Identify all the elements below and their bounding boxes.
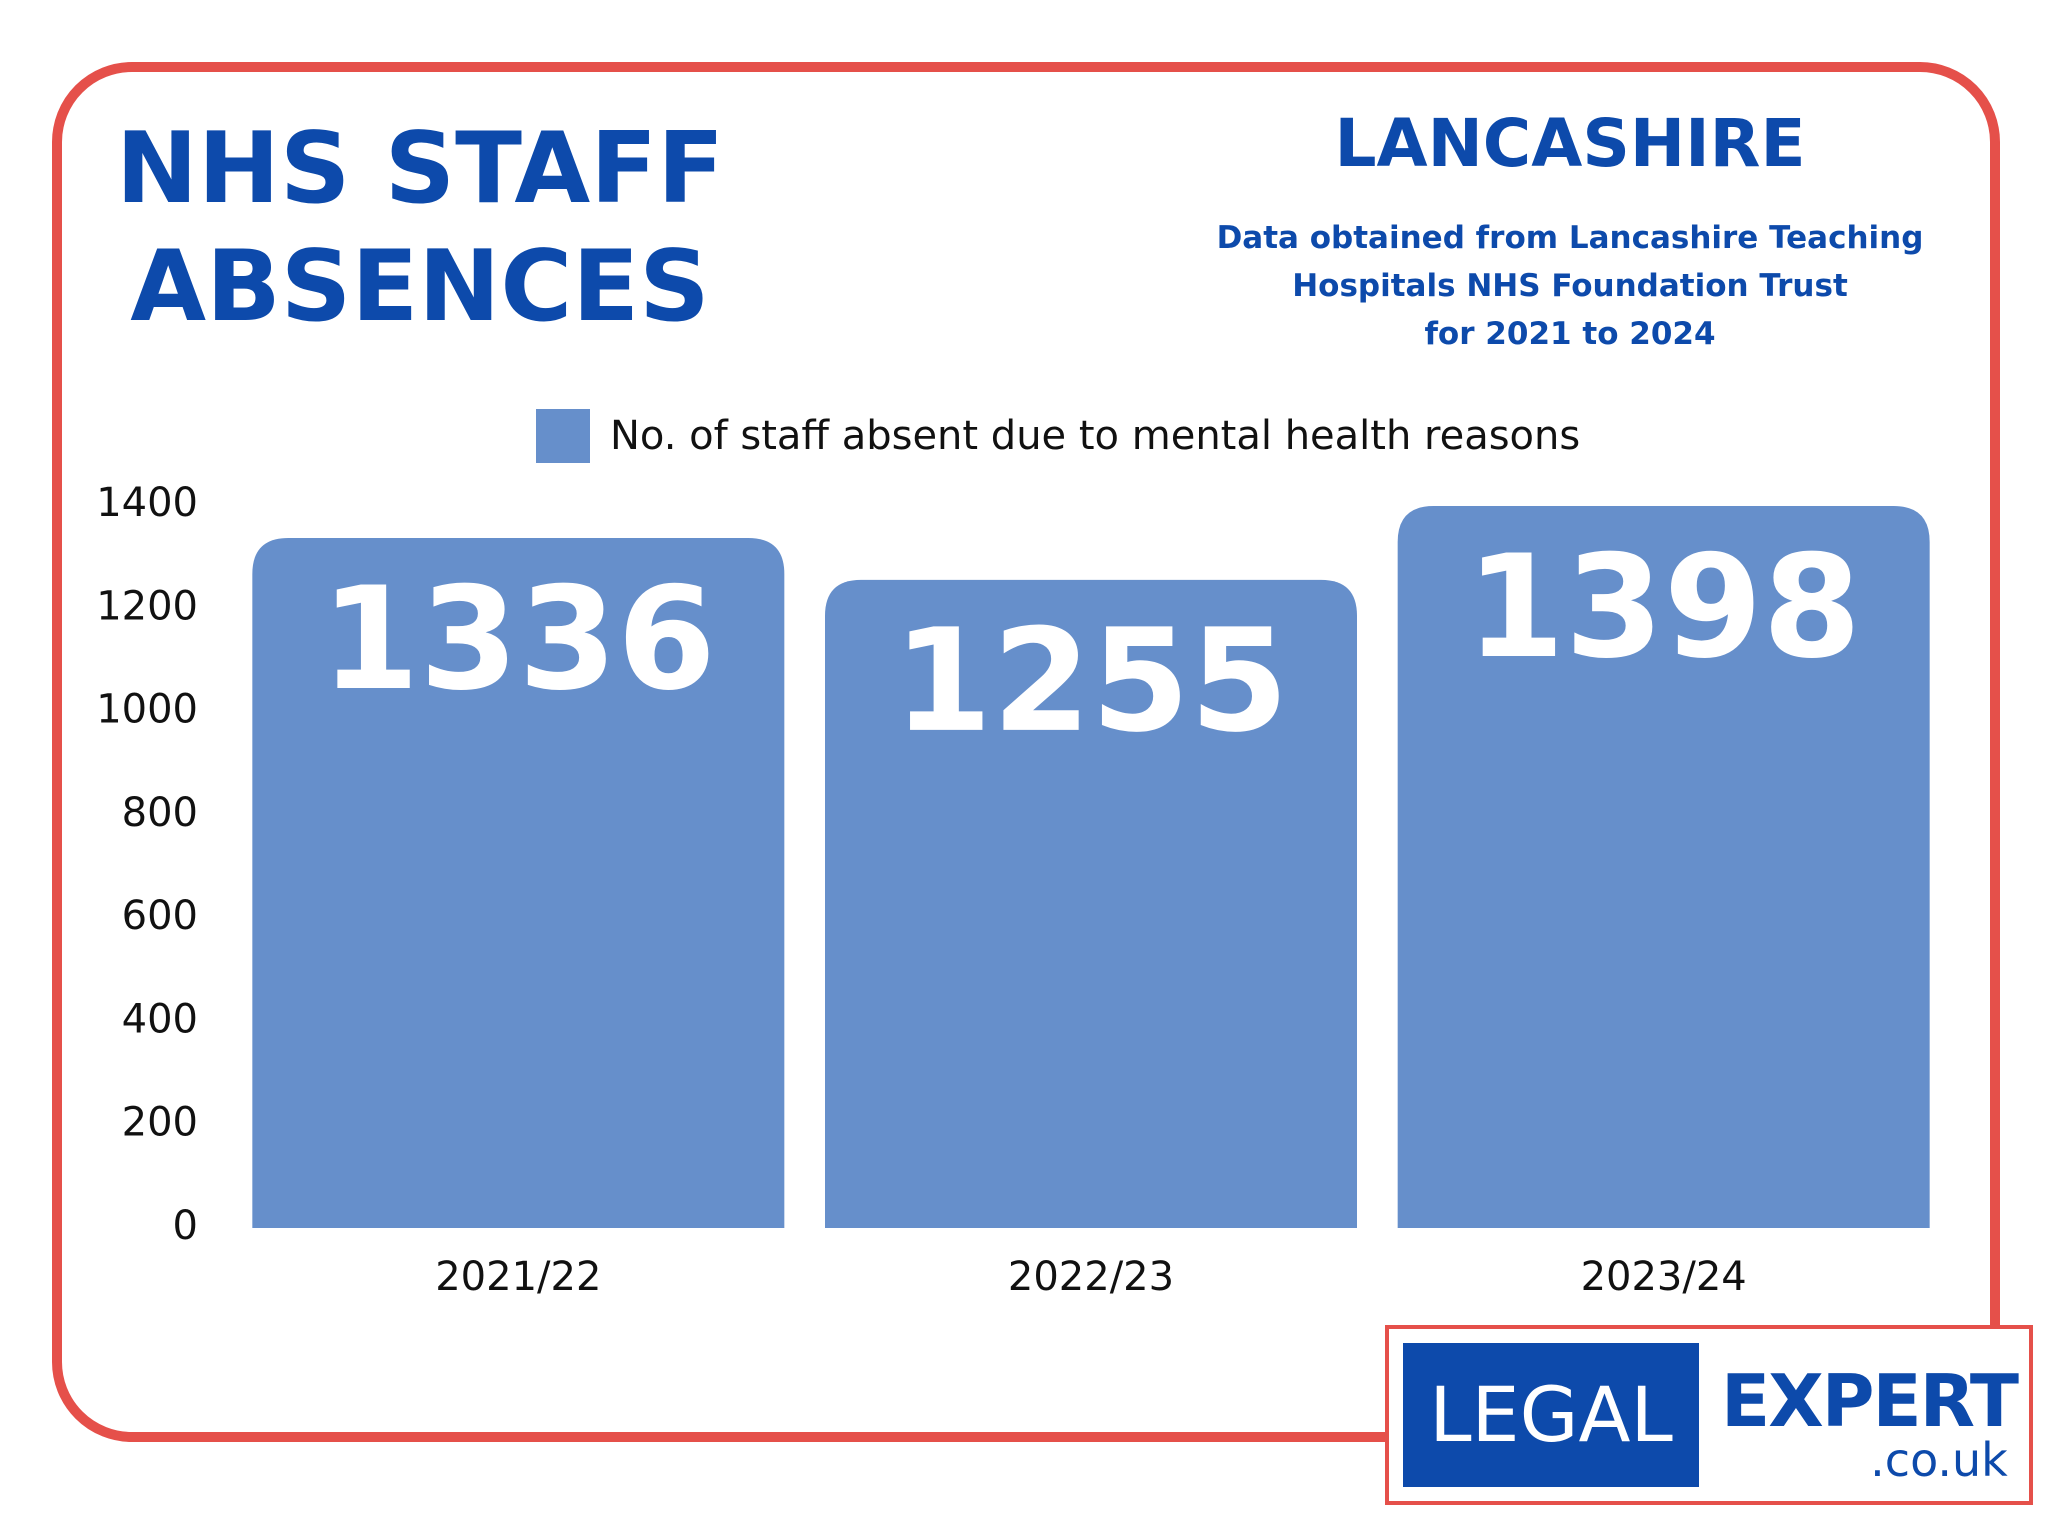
region-heading: LANCASHIRE xyxy=(1334,105,1806,182)
bar-data-label: 1336 xyxy=(321,557,716,722)
y-tick-label: 1000 xyxy=(96,687,198,733)
page-title: NHS STAFF ABSENCES xyxy=(110,110,730,346)
card-frame xyxy=(52,62,2000,1442)
logo-left-text: LEGAL xyxy=(1403,1343,1699,1487)
logo-right-text: EXPERT xyxy=(1721,1359,2019,1443)
bar xyxy=(252,538,785,1228)
y-tick-label: 800 xyxy=(122,790,198,836)
bar xyxy=(1397,506,1930,1229)
chart-legend: No. of staff absent due to mental health… xyxy=(536,408,1580,464)
source-line-2: Hospitals NHS Foundation Trust xyxy=(1292,268,1848,304)
bar-data-label: 1255 xyxy=(893,599,1288,764)
y-tick-label: 600 xyxy=(122,893,198,939)
y-tick-label: 0 xyxy=(173,1203,198,1249)
y-tick-label: 1200 xyxy=(96,583,198,629)
source-line-1: Data obtained from Lancashire Teaching xyxy=(1216,220,1924,256)
bar-data-label: 1398 xyxy=(1466,525,1861,690)
legend-swatch xyxy=(536,409,590,463)
title-line-1: NHS STAFF xyxy=(115,112,725,226)
logo-domain-text: .co.uk xyxy=(1870,1433,2008,1487)
x-tick-label: 2023/24 xyxy=(1581,1254,1747,1300)
legend-label: No. of staff absent due to mental health… xyxy=(610,413,1581,459)
source-line-3: for 2021 to 2024 xyxy=(1424,316,1716,352)
source-note: Data obtained from Lancashire Teaching H… xyxy=(1200,214,1940,358)
bar xyxy=(825,579,1357,1228)
title-line-2: ABSENCES xyxy=(130,230,710,344)
y-tick-label: 200 xyxy=(122,1100,198,1146)
x-tick-label: 2022/23 xyxy=(1008,1254,1174,1300)
y-tick-label: 1400 xyxy=(96,480,198,526)
y-tick-label: 400 xyxy=(122,996,198,1042)
x-tick-label: 2021/22 xyxy=(435,1254,601,1300)
legal-expert-logo: LEGAL EXPERT .co.uk xyxy=(1385,1325,2033,1505)
